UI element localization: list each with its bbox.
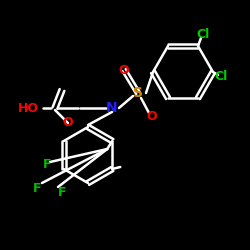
Text: Cl: Cl — [214, 70, 228, 84]
Text: O: O — [119, 64, 129, 76]
Text: N: N — [106, 101, 118, 115]
Text: HO: HO — [18, 102, 38, 114]
Text: O: O — [147, 110, 157, 122]
Text: Cl: Cl — [196, 28, 209, 40]
Text: O: O — [63, 116, 73, 130]
Text: S: S — [133, 86, 143, 100]
Text: F: F — [43, 158, 51, 172]
Text: F: F — [33, 182, 41, 194]
Text: F: F — [58, 186, 66, 198]
